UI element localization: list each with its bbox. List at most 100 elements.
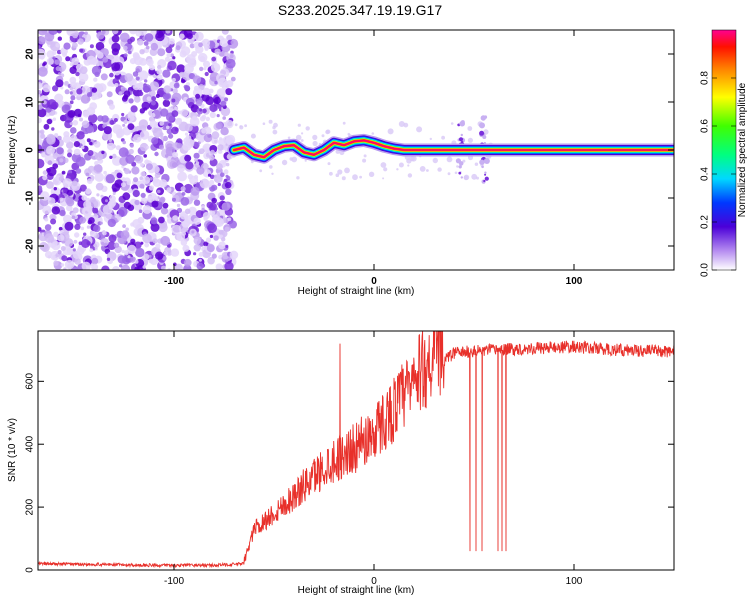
noise-speck [193,85,200,91]
noise-speck [195,161,200,165]
noise-speck [142,205,152,214]
noise-speck [89,230,96,237]
noise-speck [137,38,144,46]
noise-speck [38,144,43,154]
noise-speck [163,251,169,256]
noise-speck [109,103,115,110]
noise-speck [128,98,134,104]
noise-speck [123,45,128,51]
noise-speck [72,251,81,259]
noise-speck [79,48,84,53]
noise-speck [80,145,85,150]
noise-speck [225,244,229,248]
noise-speck [69,76,77,84]
noise-speck [111,48,119,56]
noise-speck [269,165,273,169]
noise-speck [162,202,169,209]
noise-speck [287,136,291,140]
noise-speck [165,125,170,130]
noise-speck [458,137,464,142]
noise-speck [175,45,181,51]
noise-speck [300,139,304,142]
noise-speck [44,224,52,231]
noise-speck [158,144,165,150]
noise-speck [125,227,129,232]
noise-speck [215,122,223,130]
noise-speck [144,242,150,248]
noise-speck [127,204,135,211]
noise-speck [222,116,226,120]
noise-speck [111,34,120,43]
noise-speck [56,30,62,34]
noise-speck [42,170,48,175]
noise-speck [157,189,161,194]
noise-speck [203,60,210,68]
noise-speck [122,192,131,201]
noise-speck [132,189,140,198]
noise-speck [220,127,229,136]
noise-speck [184,63,194,74]
noise-speck [94,161,99,166]
noise-speck [219,195,225,201]
noise-speck [190,186,200,196]
noise-speck [113,242,120,248]
noise-speck [80,94,91,104]
noise-speck [61,255,68,262]
noise-speck [148,185,155,191]
noise-speck [224,181,232,189]
snr-panel: -100 0 100 0 200 400 600 Height of straight li… [7,330,675,596]
noise-speck [184,132,189,136]
noise-speck [210,62,221,73]
noise-speck [152,238,158,244]
noise-speck [479,130,485,136]
noise-speck [220,172,225,177]
x-tick-label: 0 [371,576,377,587]
noise-speck [480,115,486,121]
noise-speck [259,169,263,173]
noise-speck [107,142,115,151]
noise-speck [155,243,161,249]
noise-speck [166,53,172,58]
noise-speck [109,72,114,78]
noise-speck [304,159,307,162]
noise-speck [76,88,83,95]
noise-speck [105,199,108,203]
noise-speck [295,134,302,141]
noise-speck [156,30,166,37]
noise-speck [172,56,176,60]
noise-speck [162,69,171,78]
noise-speck [220,100,227,107]
noise-speck [172,215,179,221]
noise-speck [102,56,109,63]
noise-speck [362,158,367,163]
noise-speck [182,141,192,151]
noise-speck [168,38,175,45]
noise-speck [112,153,117,159]
noise-speck [89,248,94,253]
noise-speck [173,82,180,89]
noise-speck [312,140,318,147]
noise-speck [140,241,144,245]
noise-speck [125,154,135,164]
noise-speck [106,91,113,98]
x-tick-label: 100 [566,576,583,587]
noise-speck [38,158,45,169]
noise-speck [112,266,120,270]
noise-speck [150,222,160,232]
noise-speck [209,234,214,239]
noise-speck [216,202,220,206]
noise-speck [186,82,190,87]
noise-speck [72,180,78,187]
noise-speck [148,258,154,264]
noise-speck [297,123,301,127]
noise-speck [166,214,170,218]
noise-speck [207,256,215,265]
noise-speck [409,156,415,162]
noise-speck [127,255,131,259]
noise-speck [216,163,223,170]
noise-speck [171,77,176,82]
noise-speck [198,42,203,48]
noise-speck [218,229,224,235]
noise-speck [178,121,189,132]
noise-speck [38,51,46,60]
